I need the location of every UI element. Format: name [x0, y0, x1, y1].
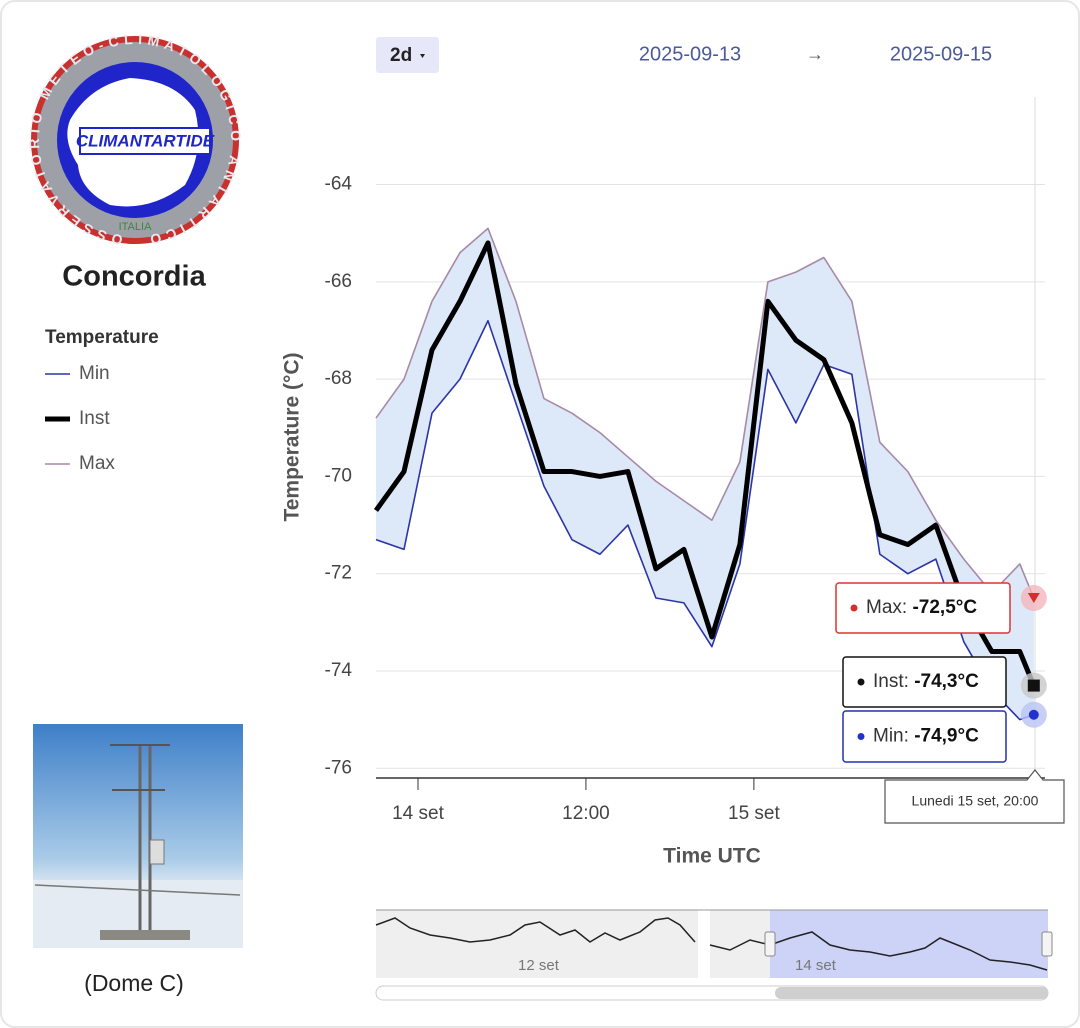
hover-marker: [1027, 679, 1040, 692]
series-line: [375, 319, 1035, 721]
tooltip-text: Min: -74,9°C: [873, 726, 979, 747]
station-name: Concordia: [62, 261, 206, 293]
date-arrow: →: [806, 44, 824, 64]
station-photo: [33, 724, 243, 948]
date-from[interactable]: 2025-09-13: [639, 43, 741, 65]
date-to[interactable]: 2025-09-15: [890, 43, 992, 65]
logo-center-text: CLIMANTARTIDE: [76, 131, 215, 150]
navigator-label: 12 set: [518, 957, 560, 974]
date-tooltip: Lunedi 15 set, 20:00: [912, 793, 1039, 809]
photo-caption: (Dome C): [84, 970, 184, 996]
legend: Min Inst Max: [45, 363, 115, 474]
date-tooltip-box: [884, 769, 1065, 824]
dropdown-arrow: [420, 54, 425, 58]
y-axis-title: Temperature (°C): [281, 352, 304, 521]
tooltip-dot: [857, 733, 865, 740]
tooltip-dot: [850, 604, 858, 612]
hover-marker: [1028, 709, 1039, 720]
y-tick-label: -76: [325, 757, 352, 778]
hover-marker: [1027, 593, 1040, 604]
tooltip-value: -74,3°C: [914, 671, 979, 692]
tooltip-label: Min:: [873, 726, 909, 747]
x-axis-title: Time UTC: [663, 845, 761, 868]
range-button[interactable]: [376, 37, 439, 73]
series-line: [375, 227, 1035, 599]
tooltip-label: Inst:: [873, 671, 909, 692]
y-tick-label: -74: [325, 660, 353, 681]
legend-label: Inst: [79, 408, 110, 429]
x-tick-label: 12:00: [562, 803, 610, 824]
navigator: [375, 909, 1053, 1001]
legend-label: Max: [79, 453, 115, 474]
legend-title: Temperature: [45, 327, 159, 348]
y-tick-label: -68: [325, 368, 352, 389]
tooltip-value: -74,9°C: [914, 726, 979, 747]
logo-country: ITALIA: [119, 221, 152, 233]
tooltip-text: Max: -72,5°C: [866, 597, 977, 618]
tooltip-label: Max:: [866, 597, 907, 618]
tooltip-box: [842, 656, 1007, 708]
x-tick-label: 15 set: [728, 803, 780, 824]
logo: OSSERVATORIO METEO-CLIMATOLOGICO ANTARTI…: [26, 31, 245, 249]
legend-label: Min: [79, 363, 110, 384]
tooltip-value: -72,5°C: [912, 597, 977, 618]
y-tick-label: -66: [325, 271, 352, 292]
series-line: [373, 240, 1037, 687]
tooltip-box: [842, 710, 1007, 763]
tooltip-text: Inst: -74,3°C: [873, 671, 979, 692]
y-tick-label: -64: [325, 174, 353, 195]
range-button-label[interactable]: 2d: [390, 45, 412, 66]
y-tick-label: -70: [325, 465, 352, 486]
tooltip-box: [835, 582, 1011, 634]
x-tick-label: 14 set: [392, 803, 444, 824]
y-tick-label: -72: [325, 563, 352, 584]
navigator-label: 14 set: [795, 957, 837, 974]
tooltip-dot: [857, 678, 865, 686]
